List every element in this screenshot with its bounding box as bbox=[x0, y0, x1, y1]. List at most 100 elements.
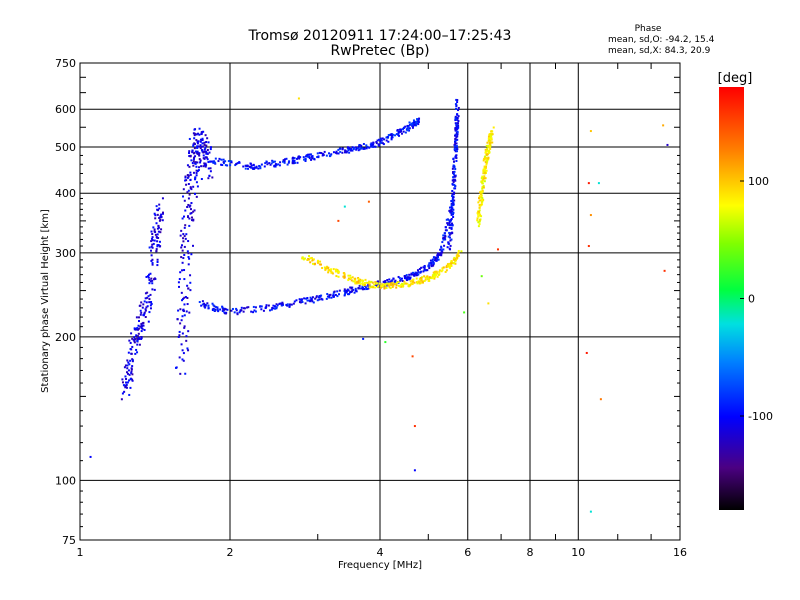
data-point bbox=[185, 183, 188, 186]
data-point bbox=[150, 254, 153, 257]
data-point bbox=[272, 304, 275, 307]
data-point bbox=[343, 272, 346, 275]
data-point bbox=[367, 283, 370, 286]
data-point bbox=[455, 159, 458, 162]
data-point bbox=[202, 157, 205, 160]
data-point bbox=[130, 367, 133, 370]
data-point bbox=[226, 308, 229, 311]
data-point bbox=[203, 148, 206, 151]
data-point bbox=[137, 324, 140, 327]
data-point bbox=[183, 303, 186, 306]
data-point bbox=[148, 298, 151, 301]
data-point bbox=[449, 210, 452, 213]
data-point bbox=[428, 262, 431, 265]
data-point bbox=[401, 282, 404, 285]
data-point bbox=[391, 281, 394, 284]
data-point bbox=[184, 237, 187, 240]
data-point bbox=[247, 306, 250, 309]
data-point bbox=[383, 287, 386, 290]
y-tick-label: 200 bbox=[55, 331, 76, 344]
data-point bbox=[489, 143, 492, 146]
data-point bbox=[336, 270, 339, 273]
data-point bbox=[457, 249, 460, 252]
data-point bbox=[381, 137, 384, 140]
data-point bbox=[123, 366, 126, 369]
data-point bbox=[286, 303, 289, 306]
data-point bbox=[142, 303, 145, 306]
data-point bbox=[485, 144, 488, 147]
data-point bbox=[130, 368, 133, 371]
data-point bbox=[450, 204, 453, 207]
data-point bbox=[288, 305, 291, 308]
data-point bbox=[255, 165, 258, 168]
data-point bbox=[185, 310, 188, 313]
data-point bbox=[187, 263, 190, 266]
data-point bbox=[350, 279, 353, 282]
data-point bbox=[199, 138, 202, 141]
data-point bbox=[343, 274, 346, 277]
data-point bbox=[310, 256, 313, 259]
data-point bbox=[481, 203, 484, 206]
data-point bbox=[153, 212, 156, 215]
data-point bbox=[186, 284, 189, 287]
data-point bbox=[306, 299, 309, 302]
data-point bbox=[344, 151, 347, 154]
data-point bbox=[444, 270, 447, 273]
data-point bbox=[352, 148, 355, 151]
data-point bbox=[224, 160, 227, 163]
data-point bbox=[154, 233, 157, 236]
data-point bbox=[325, 154, 328, 157]
data-point bbox=[130, 332, 133, 335]
data-point bbox=[155, 205, 158, 208]
data-point bbox=[151, 288, 154, 291]
data-point bbox=[384, 341, 387, 344]
data-point bbox=[269, 163, 272, 166]
data-point bbox=[399, 130, 402, 133]
data-point bbox=[139, 325, 142, 328]
data-point bbox=[299, 301, 302, 304]
data-point bbox=[351, 149, 354, 152]
data-point bbox=[194, 155, 197, 158]
data-point bbox=[274, 165, 277, 168]
data-point bbox=[121, 378, 124, 381]
data-point bbox=[457, 115, 460, 118]
data-point bbox=[407, 278, 410, 281]
data-point bbox=[357, 280, 360, 283]
data-point bbox=[184, 179, 187, 182]
data-point bbox=[319, 260, 322, 263]
data-point bbox=[403, 280, 406, 283]
data-point bbox=[410, 282, 413, 285]
phase-stats-o: mean, sd,O: -94.2, 15.4 bbox=[608, 35, 715, 45]
data-point bbox=[129, 378, 132, 381]
data-point bbox=[201, 303, 204, 306]
data-point bbox=[331, 271, 334, 274]
data-point bbox=[149, 307, 152, 310]
data-point bbox=[323, 266, 326, 269]
data-point bbox=[293, 157, 296, 160]
data-point bbox=[408, 276, 411, 279]
data-point bbox=[140, 336, 143, 339]
data-point bbox=[207, 141, 210, 144]
data-point bbox=[448, 209, 451, 212]
data-point bbox=[316, 299, 319, 302]
data-point bbox=[365, 147, 368, 150]
data-point bbox=[372, 141, 375, 144]
data-point bbox=[159, 231, 162, 234]
data-point bbox=[387, 284, 390, 287]
data-point bbox=[404, 282, 407, 285]
data-point bbox=[451, 192, 454, 195]
data-point bbox=[352, 288, 355, 291]
data-point bbox=[187, 175, 190, 178]
data-point bbox=[276, 304, 279, 307]
data-point bbox=[361, 288, 364, 291]
data-point bbox=[390, 137, 393, 140]
data-point bbox=[355, 146, 358, 149]
data-point bbox=[160, 213, 163, 216]
data-point bbox=[457, 109, 460, 112]
data-point bbox=[341, 147, 344, 150]
data-point bbox=[399, 128, 402, 131]
data-point bbox=[158, 245, 161, 248]
data-point bbox=[306, 258, 309, 261]
data-point bbox=[127, 369, 130, 372]
data-point bbox=[209, 167, 212, 170]
